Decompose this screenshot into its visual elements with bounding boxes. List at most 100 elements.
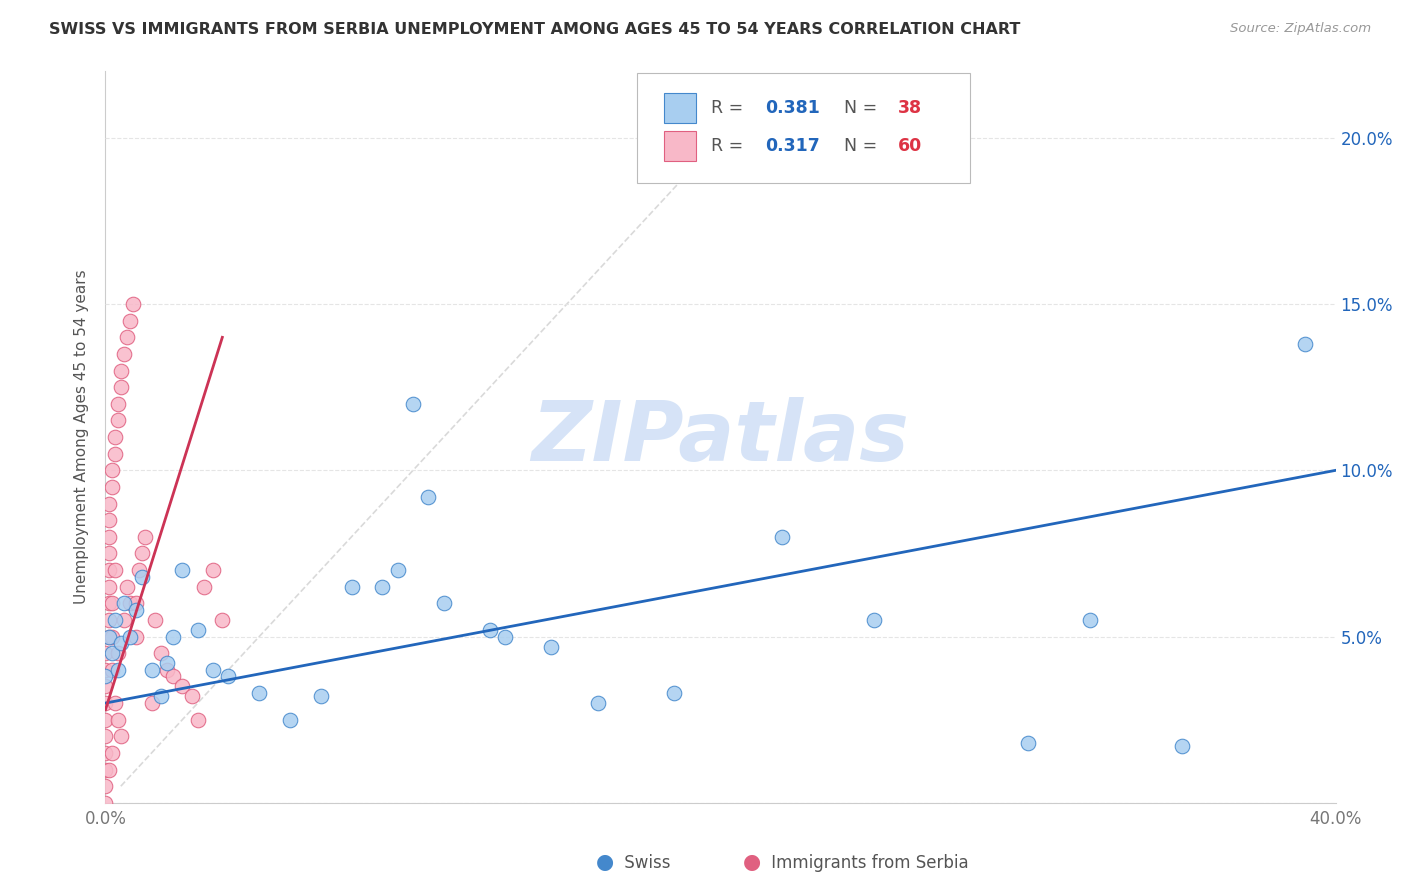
Point: [97, 563, 120, 577]
Point: [97, 596, 120, 610]
Point: [110, 380, 132, 394]
Text: N =: N =: [844, 137, 883, 155]
Point: [1078, 613, 1101, 627]
Point: [97, 546, 120, 560]
Point: [1171, 739, 1194, 754]
Y-axis label: Unemployment Among Ages 45 to 54 years: Unemployment Among Ages 45 to 54 years: [75, 269, 90, 605]
Point: [115, 580, 138, 594]
Point: [104, 430, 127, 444]
Point: [141, 663, 163, 677]
Point: [309, 690, 332, 704]
Point: [387, 563, 409, 577]
Text: 38: 38: [898, 99, 922, 117]
Point: [112, 613, 135, 627]
Point: [149, 646, 172, 660]
Point: [131, 570, 153, 584]
Point: [128, 563, 150, 577]
Point: [94, 746, 117, 760]
Point: [125, 596, 148, 610]
Point: [107, 663, 129, 677]
Point: [172, 680, 194, 694]
Text: 0.381: 0.381: [765, 99, 820, 117]
Text: SWISS VS IMMIGRANTS FROM SERBIA UNEMPLOYMENT AMONG AGES 45 TO 54 YEARS CORRELATI: SWISS VS IMMIGRANTS FROM SERBIA UNEMPLOY…: [49, 22, 1021, 37]
Point: [100, 596, 122, 610]
Point: [112, 347, 135, 361]
Point: [100, 646, 122, 660]
Point: [180, 690, 202, 704]
Point: [540, 640, 562, 654]
FancyBboxPatch shape: [664, 94, 696, 122]
Point: [112, 596, 135, 610]
Point: [211, 613, 233, 627]
Point: [94, 763, 117, 777]
Point: [141, 696, 163, 710]
Point: [149, 690, 172, 704]
Point: [104, 563, 127, 577]
Point: [1017, 736, 1039, 750]
Point: [107, 713, 129, 727]
Point: [162, 630, 184, 644]
Point: [664, 686, 686, 700]
Point: [97, 580, 120, 594]
Point: [247, 686, 270, 700]
Point: [94, 729, 117, 743]
Point: [94, 669, 117, 683]
Point: [1294, 337, 1316, 351]
Point: [202, 563, 225, 577]
Text: ●: ●: [744, 853, 761, 872]
Point: [110, 636, 132, 650]
Point: [100, 630, 122, 644]
Point: [172, 563, 194, 577]
Point: [97, 763, 120, 777]
Text: ZIPatlas: ZIPatlas: [531, 397, 910, 477]
Text: R =: R =: [711, 99, 748, 117]
Point: [131, 546, 153, 560]
Point: [122, 297, 145, 311]
Point: [187, 713, 209, 727]
Point: [107, 646, 129, 660]
Text: 0.317: 0.317: [765, 137, 820, 155]
Point: [94, 646, 117, 660]
Point: [97, 530, 120, 544]
Point: [120, 596, 141, 610]
Point: [104, 613, 127, 627]
Point: [115, 330, 138, 344]
Text: Swiss: Swiss: [619, 855, 671, 872]
Point: [418, 490, 440, 504]
FancyBboxPatch shape: [637, 73, 970, 183]
Point: [94, 696, 117, 710]
Point: [97, 630, 120, 644]
Point: [97, 513, 120, 527]
Point: [110, 363, 132, 377]
Point: [125, 630, 148, 644]
Point: [94, 663, 117, 677]
Point: [278, 713, 301, 727]
Point: [110, 729, 132, 743]
Point: [120, 314, 141, 328]
Point: [143, 613, 166, 627]
FancyBboxPatch shape: [664, 131, 696, 161]
Point: [125, 603, 148, 617]
Text: ●: ●: [596, 853, 613, 872]
Point: [202, 663, 225, 677]
Point: [156, 663, 179, 677]
Point: [770, 530, 793, 544]
Point: [100, 663, 122, 677]
Point: [134, 530, 156, 544]
Point: [94, 779, 117, 793]
Point: [94, 713, 117, 727]
Text: Source: ZipAtlas.com: Source: ZipAtlas.com: [1230, 22, 1371, 36]
Point: [100, 746, 122, 760]
Point: [97, 497, 120, 511]
Point: [371, 580, 394, 594]
Point: [107, 397, 129, 411]
Point: [120, 630, 141, 644]
Point: [586, 696, 609, 710]
Point: [494, 630, 516, 644]
Point: [863, 613, 886, 627]
Point: [193, 580, 215, 594]
Point: [478, 623, 501, 637]
Point: [94, 680, 117, 694]
Point: [187, 623, 209, 637]
Point: [340, 580, 363, 594]
